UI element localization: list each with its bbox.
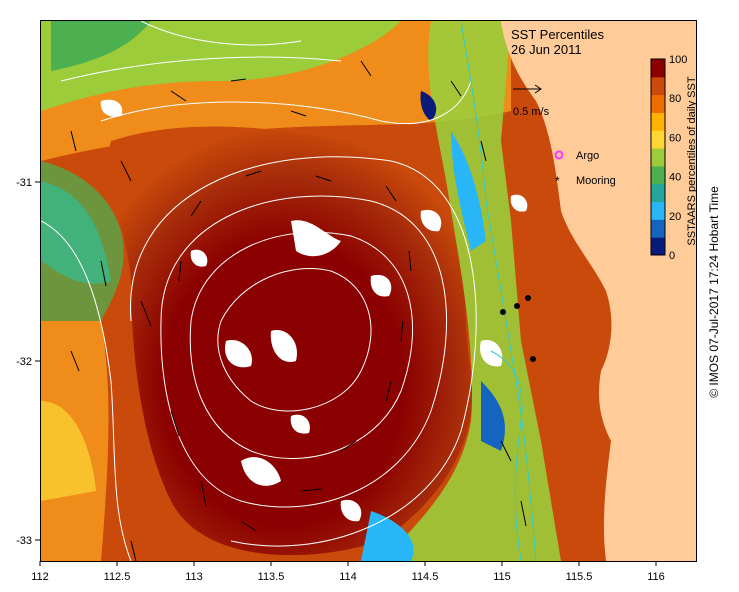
coastal-cool-patch-2 [481,381,505,451]
cloud-mask [100,99,528,522]
colorbar-tick-label: 20 [669,211,681,223]
north-green-region [41,21,401,111]
colorbar-swatch [651,165,665,185]
land [501,21,696,561]
sst-contours [41,21,477,561]
south-cool-patch [361,511,414,561]
colorbar-tick-label: 60 [669,132,681,144]
argo-legend-label: Argo [576,150,599,162]
velocity-scale: 0.5 m/s [513,84,550,118]
cold-spot [420,91,437,121]
argo-legend-marker [554,150,564,160]
colorbar-outline [650,58,666,256]
colorbar-swatch [651,237,665,256]
colorbar-label: SSTAARS percentiles of daily SST [686,76,696,245]
x-tick-label: 115 [493,571,511,583]
x-tick-label: 112 [31,571,49,583]
colorbar-tick-label: 100 [669,54,687,66]
colorbar-swatch [651,130,665,149]
x-tick-label: 113 [185,571,203,583]
map-date: 26 Jun 2011 [511,42,582,57]
credit-text: © IMOS 07-Jul-2017 17:24 Hobart Time [707,186,724,398]
credit-label: © IMOS 07-Jul-2017 17:24 Hobart Time [707,186,721,398]
coastal-cool-patch-1 [451,131,486,251]
mooring-legend-marker: * [555,174,560,188]
colorbar-tick-label: 80 [669,93,681,105]
southwest-yellow-patch [41,401,96,501]
map-title: SST Percentiles [511,27,604,42]
west-green-region [41,161,124,321]
current-vectors [70,60,527,561]
colorbar-swatch [651,201,665,220]
map-panel: 0.5 m/s SST Percentiles 26 Jun 2011 Argo… [40,20,697,562]
colorbar-tick-label: 0 [669,250,675,262]
x-tick-label: 112.5 [104,571,131,583]
x-tick-label: 114 [339,571,357,583]
north-green-patch [51,21,151,71]
colorbar-tick-label: 40 [669,172,681,184]
colorbar-swatch [651,219,665,238]
coastal-strip [381,21,561,561]
colorbar-swatch [651,94,665,113]
y-tick-label: -33 [16,535,32,547]
velocity-scale-label: 0.5 m/s [513,106,550,118]
mooring-markers [500,295,536,362]
y-tick-label: -32 [16,356,32,368]
sst-map: 0.5 m/s SST Percentiles 26 Jun 2011 Argo… [41,21,696,561]
coastal-contours [460,21,537,561]
x-tick-label: 116 [647,571,665,583]
x-tick-label: 114.5 [412,571,439,583]
colorbar-swatch [651,76,665,96]
legend: Argo * Mooring [554,150,616,188]
colorbar-swatch [651,183,665,203]
mooring-legend-label: Mooring [576,175,616,187]
colorbar-swatch [651,59,665,78]
colorbar-swatch [651,148,665,167]
colorbar-swatch [651,112,665,131]
colorbar: 0 20 40 60 80 100 [650,54,687,262]
y-tick-label: -31 [16,177,32,189]
x-tick-label: 113.5 [258,571,285,583]
x-tick-label: 115.5 [566,571,593,583]
